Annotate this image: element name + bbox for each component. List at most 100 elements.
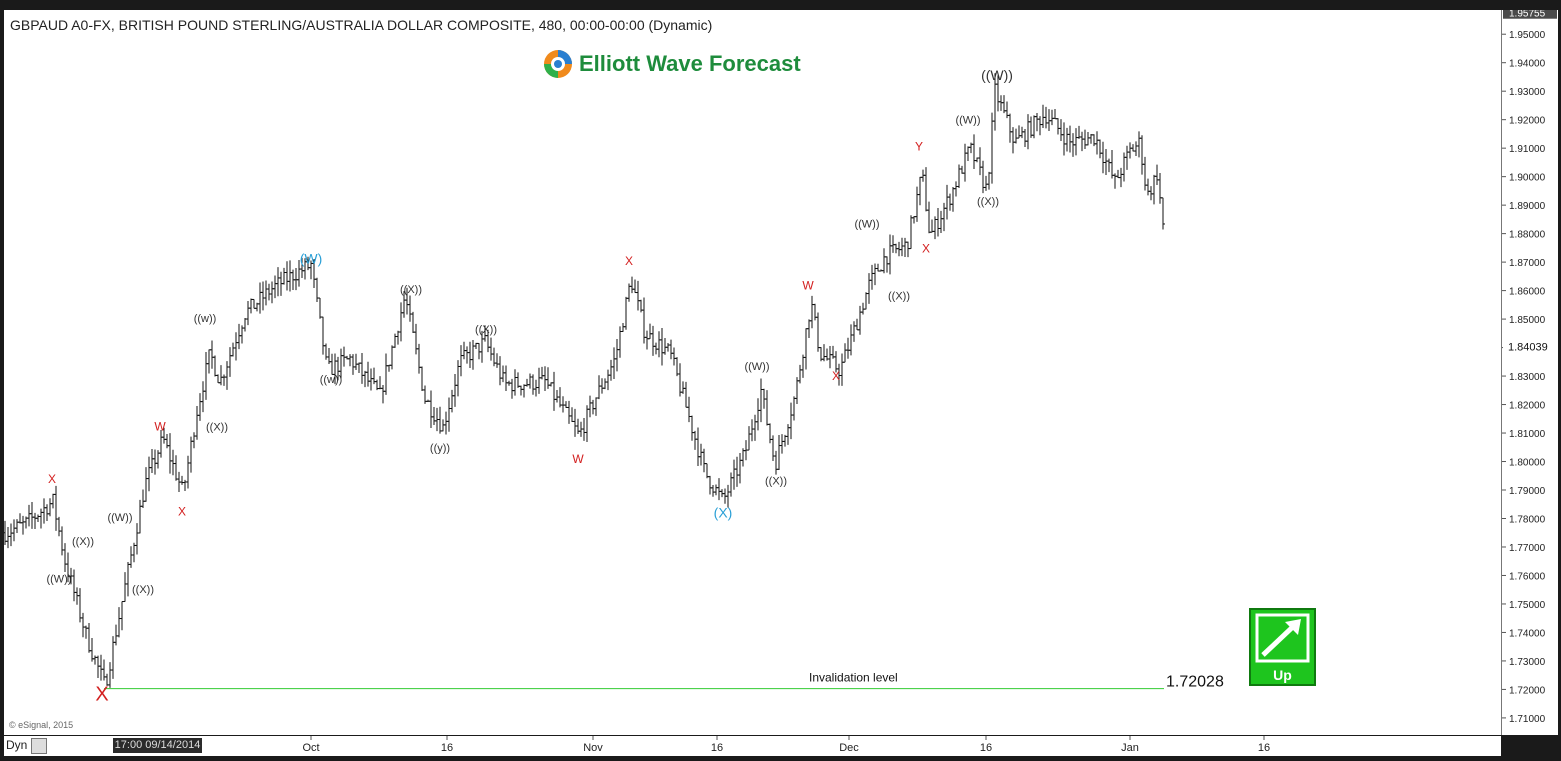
ohlc-bar <box>738 453 742 484</box>
y-tick-label: 1.86000 <box>1509 287 1546 298</box>
wave-label: ((X)) <box>132 584 154 596</box>
ohlc-bar <box>273 275 277 299</box>
ohlc-bar <box>495 353 499 368</box>
ohlc-bar <box>399 302 403 342</box>
ohlc-bar <box>867 273 871 304</box>
ohlc-bar <box>12 519 16 542</box>
ohlc-bar <box>498 356 502 386</box>
ohlc-bar <box>258 282 262 314</box>
ohlc-bar <box>603 378 607 390</box>
ohlc-bar <box>1041 104 1045 129</box>
ohlc-bar <box>681 381 685 394</box>
ohlc-bar <box>357 362 361 374</box>
ohlc-bar <box>750 419 754 442</box>
ohlc-bar <box>360 352 364 384</box>
ohlc-bar <box>1014 128 1018 144</box>
trend-up-button[interactable]: Up <box>1249 608 1316 686</box>
ohlc-bar <box>657 331 661 358</box>
logo-icon <box>544 50 572 78</box>
ohlc-bar <box>780 434 784 454</box>
ohlc-bar <box>558 387 562 408</box>
ohlc-bar <box>510 378 514 399</box>
ohlc-bar <box>216 374 220 384</box>
ohlc-bar <box>684 381 688 408</box>
wave-label: ((X)) <box>72 536 94 548</box>
ohlc-bar <box>828 346 832 369</box>
ohlc-bar <box>99 654 103 681</box>
ohlc-bar <box>855 318 859 331</box>
ohlc-bar <box>990 112 994 184</box>
ohlc-bar <box>186 455 190 489</box>
ohlc-bar <box>189 436 193 473</box>
current-price-label: 1.84039 <box>1508 341 1548 353</box>
ohlc-bar <box>633 279 637 294</box>
y-tick-label: 1.74000 <box>1509 628 1546 639</box>
price-axis[interactable]: 1.95000 1.94000 1.93000 1.92000 1.91000 1.900… <box>1501 6 1558 735</box>
wave-label: ((X)) <box>888 291 910 303</box>
ohlc-bar <box>660 327 664 366</box>
ohlc-bar <box>942 202 946 232</box>
wave-label: ((W)) <box>854 218 879 230</box>
dynamic-toggle-button[interactable] <box>31 738 47 754</box>
wave-label: W <box>572 452 584 466</box>
ohlc-bar <box>456 360 460 397</box>
ohlc-bar <box>210 340 214 369</box>
logo-text: Elliott Wave Forecast <box>579 51 801 76</box>
ohlc-bar <box>63 543 67 572</box>
ohlc-bar <box>870 264 874 290</box>
ohlc-bar <box>168 433 172 474</box>
ohlc-bar <box>282 267 286 285</box>
ohlc-bar <box>1020 126 1024 139</box>
dyn-label: Dyn <box>6 738 28 752</box>
ohlc-bar <box>1056 118 1060 135</box>
ohlc-bar <box>816 312 820 352</box>
y-tick-label: 1.77000 <box>1509 543 1546 554</box>
ohlc-bar <box>849 324 853 356</box>
ohlc-bar <box>213 355 217 377</box>
ohlc-bar <box>654 342 658 355</box>
ohlc-bar <box>801 354 805 378</box>
ohlc-bar <box>732 459 736 490</box>
ohlc-bar <box>1008 113 1012 143</box>
wave-label: ((W)) <box>955 115 980 127</box>
ohlc-bar <box>966 146 970 161</box>
ohlc-bar <box>438 406 442 434</box>
ohlc-bar <box>792 396 796 421</box>
ohlc-bar <box>1155 164 1159 186</box>
plot-area[interactable]: Invalidation level 1.72028 X ((X)) ((W)) X ((W… <box>3 10 1501 735</box>
ohlc-bar <box>342 346 346 367</box>
ohlc-bar <box>171 449 175 476</box>
ohlc-bar <box>147 456 151 492</box>
ohlc-bar <box>885 256 889 273</box>
wave-label: X <box>48 472 56 486</box>
ohlc-bar <box>696 427 700 466</box>
wave-label: ((X)) <box>475 324 497 336</box>
ohlc-bar <box>909 215 913 250</box>
ohlc-bar <box>198 393 202 421</box>
last-price-badge <box>1503 6 1557 19</box>
ohlc-bar <box>150 449 154 474</box>
ohlc-bar <box>9 523 13 547</box>
ohlc-bar <box>1119 167 1123 188</box>
ohlc-bar <box>717 478 721 501</box>
ohlc-bar <box>807 319 811 338</box>
ohlc-bar <box>702 448 706 473</box>
ohlc-bar <box>120 601 124 631</box>
ohlc-bar <box>687 396 691 423</box>
date-axis[interactable]: Oct 16 Nov 16 Dec 16 Jan 16 <box>4 736 1501 756</box>
ohlc-bar <box>1146 178 1150 196</box>
ohlc-bar <box>1065 127 1069 152</box>
ohlc-bar <box>525 378 529 387</box>
ohlc-bar <box>1035 113 1039 132</box>
ohlc-bar <box>408 295 412 322</box>
ohlc-bar <box>411 311 415 333</box>
ohlc-bar <box>225 361 229 390</box>
ohlc-bar <box>471 340 475 370</box>
wave-label: ((W)) <box>981 67 1013 83</box>
wave-label: W <box>802 278 814 292</box>
ohlc-bar <box>981 160 985 194</box>
price-axis-labels: 1.95000 1.94000 1.93000 1.92000 1.91000 1.900… <box>1502 6 1557 725</box>
ohlc-bar <box>948 193 952 211</box>
ohlc-bar <box>387 364 391 372</box>
ohlc-bar <box>21 515 25 535</box>
